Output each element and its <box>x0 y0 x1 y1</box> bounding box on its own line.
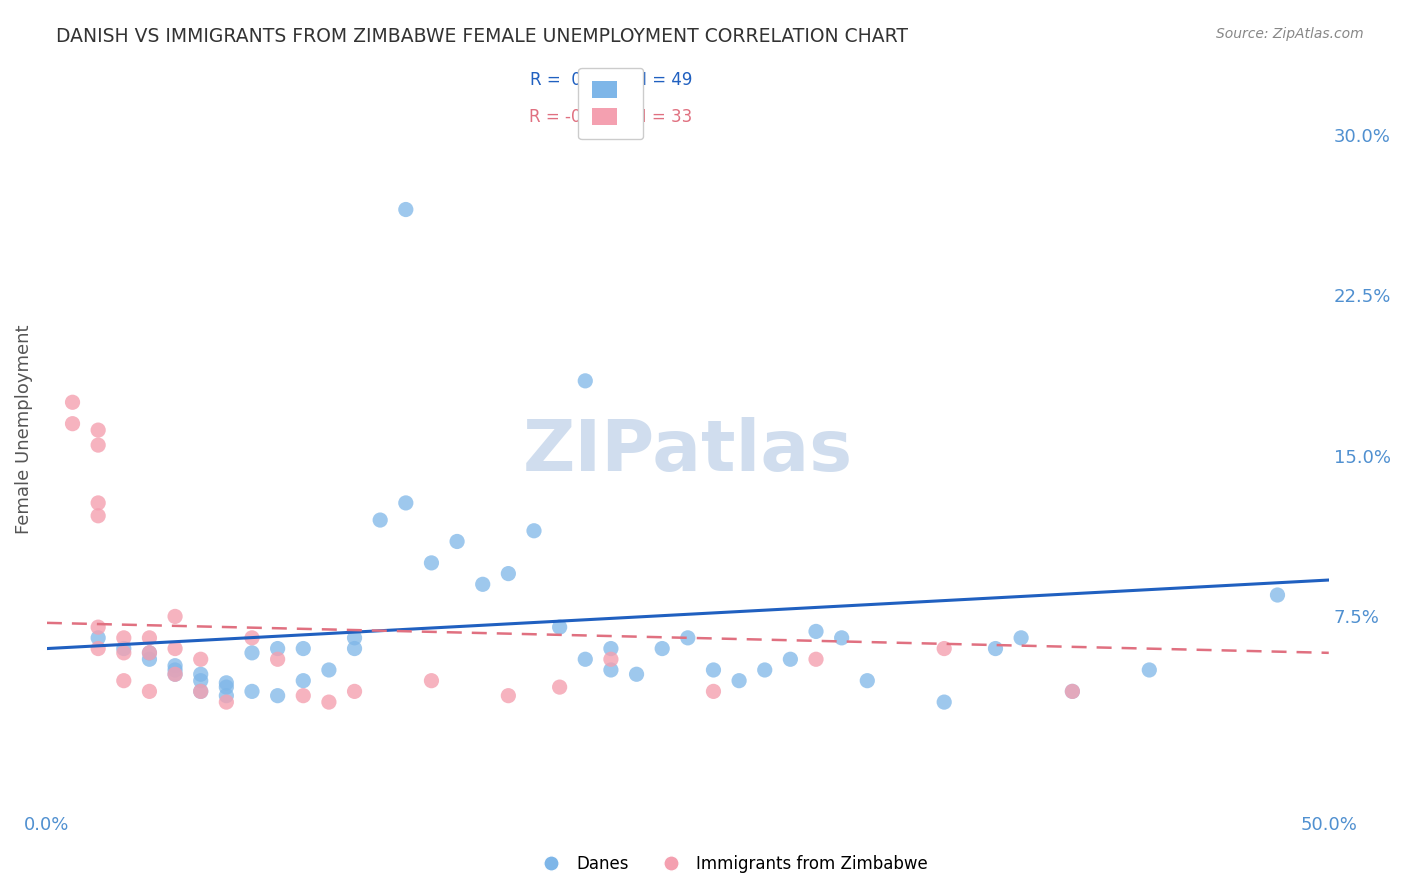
Point <box>523 524 546 538</box>
Point <box>548 680 571 694</box>
Point <box>112 673 135 688</box>
Point <box>343 631 366 645</box>
Point <box>87 438 110 452</box>
Point <box>190 673 212 688</box>
Point <box>165 663 187 677</box>
Point <box>266 641 288 656</box>
Point <box>626 667 648 681</box>
Point <box>190 652 212 666</box>
Point <box>548 620 571 634</box>
Point <box>112 646 135 660</box>
Point <box>728 673 751 688</box>
Point <box>190 684 212 698</box>
Point <box>1062 684 1084 698</box>
Point <box>804 624 827 639</box>
Point <box>138 646 160 660</box>
Legend: Danes, Immigrants from Zimbabwe: Danes, Immigrants from Zimbabwe <box>529 848 934 880</box>
Point <box>138 646 160 660</box>
Point <box>165 609 187 624</box>
Point <box>702 663 724 677</box>
Point <box>240 631 263 645</box>
Text: 50.0%: 50.0% <box>1301 815 1357 834</box>
Point <box>574 652 596 666</box>
Point <box>934 641 956 656</box>
Text: Source: ZipAtlas.com: Source: ZipAtlas.com <box>1216 27 1364 41</box>
Point <box>266 689 288 703</box>
Point <box>1267 588 1289 602</box>
Point <box>779 652 801 666</box>
Point <box>292 673 315 688</box>
Point <box>87 641 110 656</box>
Point <box>1062 684 1084 698</box>
Point <box>292 641 315 656</box>
Point <box>831 631 853 645</box>
Point <box>984 641 1007 656</box>
Point <box>215 675 238 690</box>
Text: R =  0.136   N = 49: R = 0.136 N = 49 <box>530 70 692 88</box>
Text: ZIPatlas: ZIPatlas <box>523 417 853 486</box>
Text: 0.0%: 0.0% <box>24 815 69 834</box>
Point <box>165 658 187 673</box>
Point <box>498 566 520 581</box>
Point <box>266 652 288 666</box>
Point <box>343 684 366 698</box>
Point <box>804 652 827 666</box>
Point <box>600 641 623 656</box>
Point <box>87 508 110 523</box>
Point <box>165 667 187 681</box>
Legend: , : , <box>578 68 644 139</box>
Text: DANISH VS IMMIGRANTS FROM ZIMBABWE FEMALE UNEMPLOYMENT CORRELATION CHART: DANISH VS IMMIGRANTS FROM ZIMBABWE FEMAL… <box>56 27 908 45</box>
Point <box>87 631 110 645</box>
Point <box>1137 663 1160 677</box>
Point <box>215 689 238 703</box>
Point <box>498 689 520 703</box>
Point <box>856 673 879 688</box>
Point <box>446 534 468 549</box>
Point <box>190 667 212 681</box>
Point <box>676 631 699 645</box>
Point <box>165 641 187 656</box>
Point <box>600 652 623 666</box>
Point <box>934 695 956 709</box>
Point <box>702 684 724 698</box>
Point <box>318 663 340 677</box>
Point <box>574 374 596 388</box>
Point <box>215 695 238 709</box>
Point <box>62 395 84 409</box>
Point <box>1010 631 1032 645</box>
Point <box>651 641 673 656</box>
Point <box>292 689 315 703</box>
Point <box>62 417 84 431</box>
Point <box>395 202 418 217</box>
Point <box>240 646 263 660</box>
Text: R = -0.011   N = 33: R = -0.011 N = 33 <box>529 108 693 126</box>
Point <box>87 620 110 634</box>
Point <box>138 631 160 645</box>
Y-axis label: Female Unemployment: Female Unemployment <box>15 325 32 533</box>
Point <box>87 496 110 510</box>
Point <box>343 641 366 656</box>
Point <box>165 667 187 681</box>
Point <box>395 496 418 510</box>
Point <box>215 680 238 694</box>
Point <box>600 663 623 677</box>
Point <box>754 663 776 677</box>
Point <box>87 423 110 437</box>
Point <box>138 684 160 698</box>
Point <box>318 695 340 709</box>
Point <box>112 631 135 645</box>
Point <box>138 652 160 666</box>
Point <box>368 513 391 527</box>
Point <box>420 556 443 570</box>
Point <box>112 641 135 656</box>
Point <box>190 684 212 698</box>
Point <box>420 673 443 688</box>
Point <box>240 684 263 698</box>
Point <box>471 577 494 591</box>
